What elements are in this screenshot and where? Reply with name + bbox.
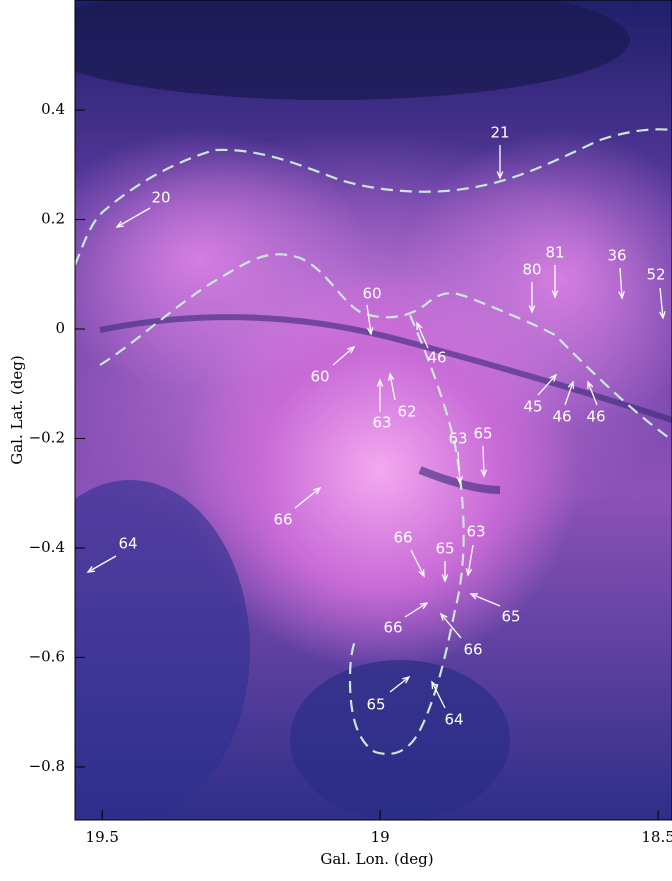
annotation-label: 60 <box>362 285 381 303</box>
annotation-arrow <box>416 322 429 349</box>
annotation-label: 20 <box>151 189 170 207</box>
annotation-arrowhead <box>441 574 449 583</box>
x-tick-label: 19.5 <box>86 828 119 846</box>
annotation-arrowhead <box>419 602 429 610</box>
annotation-arrow <box>564 381 574 406</box>
annotation-arrowhead <box>376 378 384 387</box>
contours <box>73 128 672 756</box>
annotation-arrow <box>332 346 355 366</box>
x-tick-label: 18.5 <box>641 828 672 846</box>
annotation-arrowhead <box>418 568 425 578</box>
y-tick-label: −0.6 <box>29 647 65 665</box>
annotation-arrow <box>294 487 321 509</box>
x-tick-label: 19 <box>371 828 390 846</box>
annotation-arrow <box>537 374 557 396</box>
annotation-arrowhead <box>115 221 125 228</box>
annotation-label: 81 <box>545 244 564 262</box>
annotation-label: 80 <box>522 261 541 279</box>
annotation-arrowhead <box>402 675 411 684</box>
x-axis-label: Gal. Lon. (deg) <box>320 850 433 868</box>
annotation-arrowhead <box>347 345 356 354</box>
annotation-arrow <box>440 613 462 639</box>
annotation-arrow <box>116 207 151 228</box>
annotation-label: 21 <box>490 124 509 142</box>
annotation-label: 63 <box>466 523 485 541</box>
annotation-arrow <box>457 451 461 484</box>
annotation-arrow <box>467 544 474 576</box>
annotation-label: 65 <box>366 696 385 714</box>
annotation-arrowhead <box>480 469 488 478</box>
annotation-label: 66 <box>463 641 482 659</box>
annotation-arrow <box>404 602 428 618</box>
annotation-label: 46 <box>586 408 605 426</box>
annotation-label: 46 <box>552 408 571 426</box>
y-axis-label: Gal. Lat. (deg) <box>8 355 26 465</box>
annotation-label: 62 <box>397 403 416 421</box>
annotation-label: 64 <box>118 535 137 553</box>
plot-frame <box>74 0 672 821</box>
annotation-label: 65 <box>501 608 520 626</box>
y-tick-label: −0.8 <box>29 757 65 775</box>
y-tick-label: −0.4 <box>29 538 65 556</box>
annotation-arrow <box>389 373 396 401</box>
annotation-arrow <box>482 445 485 477</box>
annotation-arrowhead <box>528 305 536 314</box>
annotation-arrow <box>470 593 501 607</box>
annotation-arrow <box>87 555 117 573</box>
y-tick-label: 0.2 <box>41 210 65 228</box>
annotation-arrow <box>410 549 425 577</box>
annotation-label: 45 <box>523 398 542 416</box>
annotation-arrowhead <box>659 311 666 320</box>
annotation-arrow <box>389 676 410 693</box>
annotation-arrowhead <box>86 566 96 573</box>
annotation-arrowhead <box>549 373 558 382</box>
annotation-arrowhead <box>496 171 504 180</box>
sky-image <box>75 0 672 820</box>
annotation-arrow <box>659 287 664 319</box>
annotation-label: 65 <box>435 540 454 558</box>
annotation-label: 60 <box>310 368 329 386</box>
annotation-arrowhead <box>551 290 559 299</box>
annotation-label: 46 <box>427 349 446 367</box>
annotation-arrow <box>587 381 598 406</box>
y-tick-label: 0.4 <box>41 100 65 118</box>
y-tick-label: −0.2 <box>29 428 65 446</box>
annotation-arrow <box>619 267 623 299</box>
annotation-arrowhead <box>366 327 374 336</box>
annotation-arrowhead <box>465 568 473 577</box>
annotation-arrow <box>431 681 446 709</box>
annotation-label: 64 <box>444 711 463 729</box>
annotation-label: 65 <box>473 425 492 443</box>
annotation-arrowhead <box>439 612 448 621</box>
annotation-label: 66 <box>383 619 402 637</box>
annotation-arrowhead <box>456 476 463 485</box>
annotation-arrowhead <box>618 291 625 300</box>
annotation-label: 66 <box>393 529 412 547</box>
annotation-label: 66 <box>273 511 292 529</box>
annotation-arrowhead <box>387 372 395 381</box>
annotation-arrowhead <box>469 593 479 600</box>
annotation-arrowhead <box>313 486 322 495</box>
annotation-arrowhead <box>587 380 594 390</box>
annotation-label: 52 <box>646 266 665 284</box>
annotation-label: 36 <box>607 247 626 265</box>
annotation-arrowhead <box>567 380 575 390</box>
annotation-label: 63 <box>448 430 467 448</box>
annotation-label: 63 <box>372 414 391 432</box>
annotation-arrowhead <box>416 321 423 331</box>
annotation-arrow <box>366 304 372 335</box>
y-tick-label: 0 <box>55 319 65 337</box>
annotation-arrowhead <box>431 680 438 690</box>
